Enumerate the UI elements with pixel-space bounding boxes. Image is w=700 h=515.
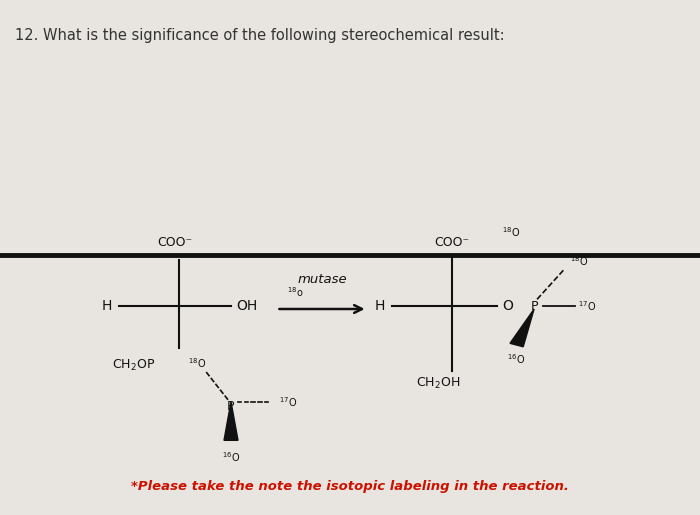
Text: CH$_2$OP: CH$_2$OP (112, 358, 155, 373)
Text: $^{16}$O: $^{16}$O (508, 352, 526, 366)
Text: $^{18}$O: $^{18}$O (188, 356, 206, 370)
Polygon shape (224, 402, 238, 440)
Text: $^{18}$O: $^{18}$O (502, 225, 520, 238)
Text: OH: OH (236, 299, 257, 314)
Text: CH$_2$OH: CH$_2$OH (416, 376, 461, 391)
Text: *Please take the note the isotopic labeling in the reaction.: *Please take the note the isotopic label… (131, 480, 569, 493)
Text: COO⁻: COO⁻ (434, 235, 469, 249)
Text: $^{17}$O: $^{17}$O (279, 395, 297, 408)
Text: P: P (531, 300, 538, 313)
Text: $^{18}$O: $^{18}$O (570, 254, 589, 268)
Text: P: P (228, 400, 234, 414)
Text: $^{18}$o: $^{18}$o (287, 285, 304, 299)
Text: COO⁻: COO⁻ (158, 235, 192, 249)
Text: O: O (502, 299, 513, 314)
Text: H: H (374, 299, 385, 314)
Text: $^{17}$O: $^{17}$O (578, 300, 596, 313)
Polygon shape (510, 309, 534, 347)
Text: $^{16}$O: $^{16}$O (222, 451, 240, 465)
Text: H: H (102, 299, 112, 314)
Text: 12. What is the significance of the following stereochemical result:: 12. What is the significance of the foll… (15, 28, 505, 43)
Text: mutase: mutase (298, 273, 346, 286)
